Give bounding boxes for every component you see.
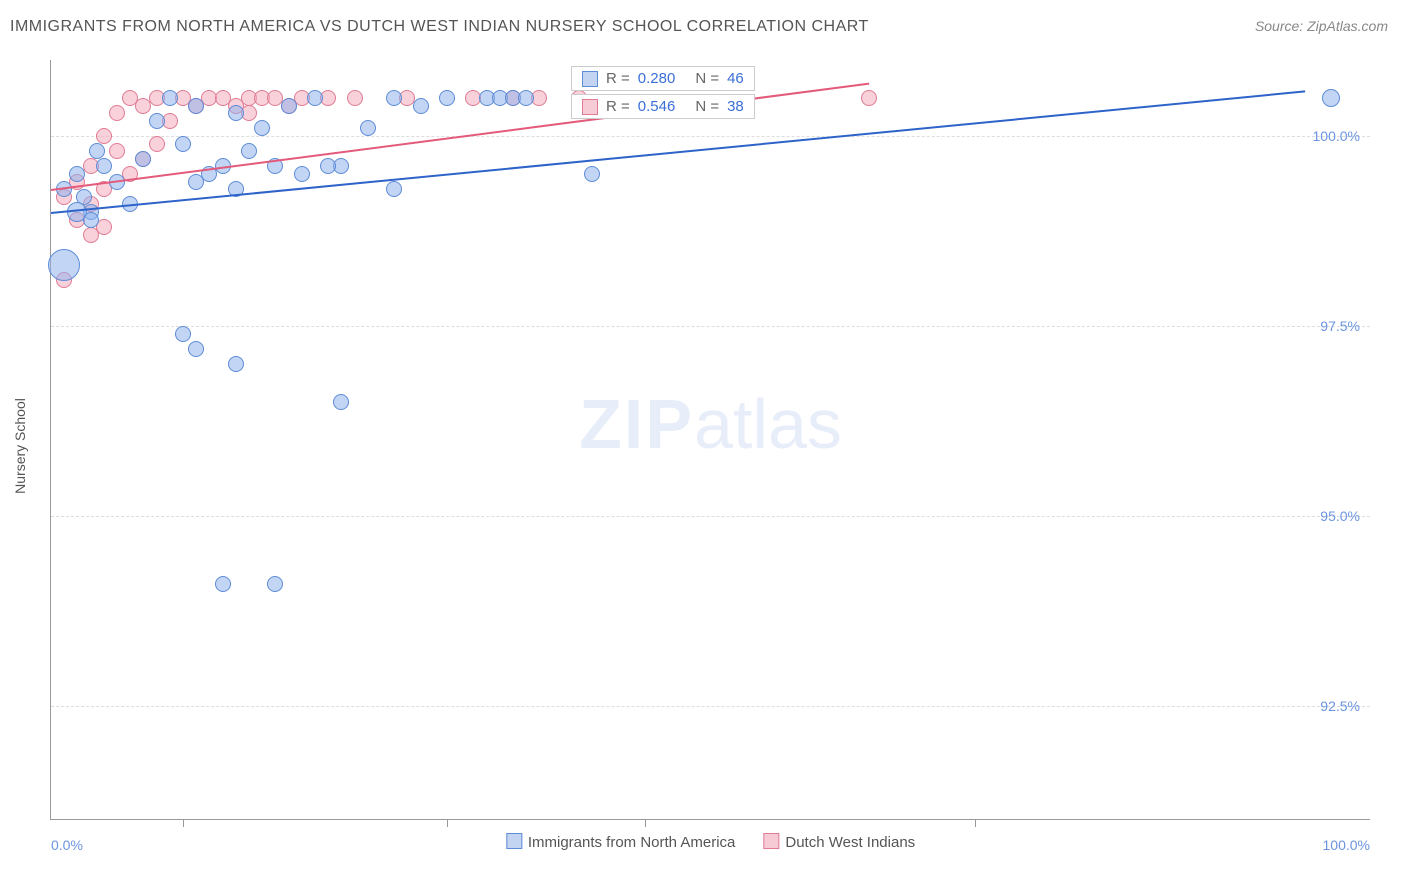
legend-swatch [582,71,598,87]
scatter-point [281,98,297,114]
legend-label: Immigrants from North America [528,834,736,851]
scatter-point [267,576,283,592]
legend-r-value: 0.280 [638,70,676,87]
legend-stat-row: R = 0.546 N = 38 [571,94,755,119]
legend: Immigrants from North America Dutch West … [506,833,915,851]
scatter-point [89,143,105,159]
legend-n-value: 38 [727,98,744,115]
scatter-point [1322,89,1340,107]
legend-n-value: 46 [727,70,744,87]
scatter-point [861,90,877,106]
scatter-point [188,98,204,114]
gridline [51,326,1370,327]
scatter-point [360,120,376,136]
legend-r-label: R = [606,98,630,115]
legend-n-label: N = [695,70,719,87]
scatter-point [215,576,231,592]
x-tick [183,819,184,827]
scatter-point [188,174,204,190]
scatter-point [347,90,363,106]
watermark: ZIPatlas [579,384,842,464]
scatter-point [135,151,151,167]
scatter-point [439,90,455,106]
scatter-point [149,136,165,152]
y-tick-label: 95.0% [1320,508,1360,524]
scatter-point [96,128,112,144]
scatter-point [584,166,600,182]
scatter-point [254,120,270,136]
scatter-point [228,105,244,121]
scatter-point [188,341,204,357]
gridline [51,136,1370,137]
scatter-point [241,143,257,159]
x-tick [447,819,448,827]
scatter-point [386,181,402,197]
legend-r-label: R = [606,70,630,87]
scatter-point [109,143,125,159]
y-tick-label: 100.0% [1313,128,1360,144]
scatter-point [386,90,402,106]
y-tick-label: 92.5% [1320,698,1360,714]
legend-r-value: 0.546 [638,98,676,115]
y-axis-label: Nursery School [12,398,28,494]
legend-item: Immigrants from North America [506,833,736,851]
legend-stat-row: R = 0.280 N = 46 [571,66,755,91]
gridline [51,516,1370,517]
legend-swatch [506,833,522,849]
x-tick [975,819,976,827]
legend-n-label: N = [695,98,719,115]
chart-title: IMMIGRANTS FROM NORTH AMERICA VS DUTCH W… [10,18,869,36]
scatter-point [294,166,310,182]
legend-item: Dutch West Indians [763,833,915,851]
scatter-point [149,113,165,129]
x-tick-label: 100.0% [1323,837,1370,853]
legend-swatch [582,99,598,115]
scatter-point [48,249,80,281]
scatter-point [69,166,85,182]
source-label: Source: ZipAtlas.com [1255,18,1388,34]
y-tick-label: 97.5% [1320,318,1360,334]
scatter-point [518,90,534,106]
x-tick-label: 0.0% [51,837,83,853]
scatter-point [175,136,191,152]
scatter-point [175,326,191,342]
scatter-point [83,212,99,228]
scatter-point [307,90,323,106]
scatter-point [413,98,429,114]
scatter-point [162,90,178,106]
x-tick [645,819,646,827]
scatter-point [109,105,125,121]
scatter-point [228,356,244,372]
scatter-point [96,158,112,174]
legend-swatch [763,833,779,849]
gridline [51,706,1370,707]
scatter-point [333,394,349,410]
plot-area: ZIPatlas 92.5%95.0%97.5%100.0%0.0%100.0%… [50,60,1370,820]
legend-label: Dutch West Indians [785,834,915,851]
scatter-point [320,158,336,174]
